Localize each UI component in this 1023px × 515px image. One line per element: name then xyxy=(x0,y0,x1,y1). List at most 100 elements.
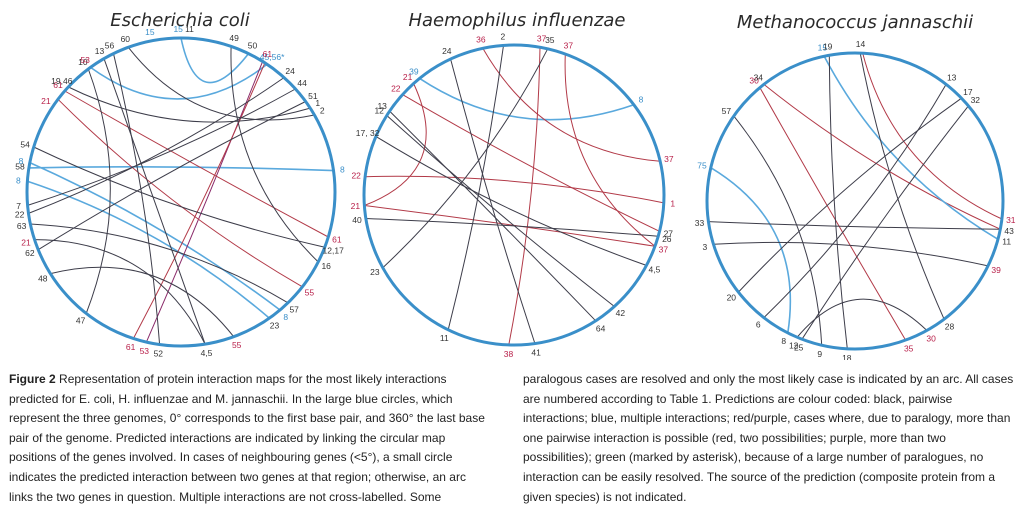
gene-label: 45,56* xyxy=(260,52,285,62)
gene-label: 19 xyxy=(823,41,833,51)
gene-label: 10 xyxy=(78,57,88,67)
interaction-arc xyxy=(482,48,661,162)
interaction-arc xyxy=(28,166,334,172)
gene-label: 41 xyxy=(531,348,541,358)
interaction-arc xyxy=(763,84,1001,230)
interaction-arc xyxy=(365,218,659,237)
gene-label: 40 xyxy=(352,215,362,225)
gene-label: 37 xyxy=(564,41,574,51)
gene-label: 39 xyxy=(409,66,419,76)
gene-label: 6 xyxy=(756,320,761,330)
interaction-arc xyxy=(508,47,541,345)
gene-label: 8 xyxy=(639,94,644,104)
gene-label: 2 xyxy=(501,31,506,41)
interaction-arc xyxy=(37,101,306,251)
caption-left-column: Figure 2 Representation of protein inter… xyxy=(9,370,491,510)
interaction-arc xyxy=(382,48,549,269)
gene-label: 36 xyxy=(476,35,486,45)
gene-label: 23 xyxy=(370,267,380,277)
gene-label: 21 xyxy=(403,72,413,82)
gene-label: 44 xyxy=(297,78,307,88)
gene-label: 13 xyxy=(95,46,105,56)
gene-label: 11 xyxy=(185,24,194,34)
interaction-arc xyxy=(738,97,962,293)
gene-label: 42 xyxy=(616,308,626,318)
gene-label: 4,5 xyxy=(648,265,660,275)
gene-label: 8 xyxy=(283,312,288,322)
gene-label: 1 xyxy=(315,98,320,108)
arc-group-hinfluenzae xyxy=(364,45,664,345)
interaction-arc xyxy=(34,239,206,345)
genome-circle-hinfluenzae xyxy=(362,43,666,347)
gene-label: 32 xyxy=(971,95,981,105)
interaction-arc xyxy=(64,90,329,238)
interaction-arc xyxy=(103,58,206,345)
interaction-arc xyxy=(27,88,296,206)
interaction-arc xyxy=(763,84,947,318)
gene-label: 53 xyxy=(80,55,90,65)
interaction-arc xyxy=(50,266,235,338)
interaction-arc xyxy=(447,45,504,330)
gene-label: 28 xyxy=(945,321,955,331)
gene-label: 25 xyxy=(794,343,804,353)
interaction-arc xyxy=(823,55,999,240)
panel-title-ecoli: Escherichia coli xyxy=(110,10,250,31)
gene-label: 17 xyxy=(963,87,973,97)
interaction-arc xyxy=(27,180,270,319)
interaction-arc xyxy=(710,167,792,334)
caption-text-right: paralogous cases are resolved and only t… xyxy=(523,372,1014,504)
gene-label: 12,17 xyxy=(323,245,345,255)
gene-label: 30 xyxy=(749,76,759,86)
interaction-arc xyxy=(57,98,303,288)
gene-label: 37 xyxy=(537,33,547,43)
interaction-arc xyxy=(364,83,427,206)
interaction-arc xyxy=(828,55,848,349)
genome-circle-mjannaschii xyxy=(705,51,1005,351)
interaction-arc xyxy=(713,241,989,267)
gene-label: 15 xyxy=(818,42,828,52)
gene-label: 37 xyxy=(659,244,669,254)
gene-label: 57 xyxy=(722,106,732,116)
interaction-arc xyxy=(145,61,264,343)
interaction-arc xyxy=(796,298,928,338)
gene-label: 50 xyxy=(248,41,258,51)
gene-label: 60 xyxy=(121,34,131,44)
gene-label: 52 xyxy=(154,348,164,358)
gene-label: 43 xyxy=(1004,226,1014,236)
gene-label: 18 xyxy=(842,353,852,360)
interaction-arc xyxy=(113,53,161,345)
gene-label: 21 xyxy=(41,96,51,106)
interaction-arc xyxy=(402,94,660,232)
genome-circle-ecoli xyxy=(25,36,337,348)
gene-label: 22 xyxy=(15,210,25,220)
interaction-arc xyxy=(127,46,315,121)
interaction-arc xyxy=(419,77,635,121)
interaction-arc xyxy=(30,223,289,304)
gene-label: 15 xyxy=(173,24,183,34)
gene-label: 11 xyxy=(440,333,449,343)
gene-label: 2 xyxy=(320,106,325,116)
interaction-arc xyxy=(733,115,823,346)
gene-label: 61 xyxy=(332,235,342,245)
gene-label: 1 xyxy=(670,198,675,208)
gene-label: 63 xyxy=(17,221,27,231)
gene-label: 17, 32 xyxy=(356,128,380,138)
gene-label: 21 xyxy=(21,237,31,247)
gene-label: 53 xyxy=(140,346,150,356)
interaction-arc xyxy=(708,221,1001,230)
interaction-arc xyxy=(132,62,266,339)
gene-label: 13 xyxy=(947,72,957,82)
interaction-arc xyxy=(180,37,250,84)
figure-area: Escherichia coli 15 11 49 50 45,56* 61 24 44 51 1… xyxy=(15,10,1016,360)
gene-label: 24 xyxy=(442,46,452,56)
gene-label: 39 xyxy=(991,265,1001,275)
gene-label: 21 xyxy=(351,201,361,211)
caption-text-left: Representation of protein interaction ma… xyxy=(9,372,485,504)
gene-label: 3 xyxy=(703,242,708,252)
gene-label: 75 xyxy=(697,161,707,171)
interaction-arc xyxy=(33,146,325,248)
gene-label: 22 xyxy=(391,84,401,94)
